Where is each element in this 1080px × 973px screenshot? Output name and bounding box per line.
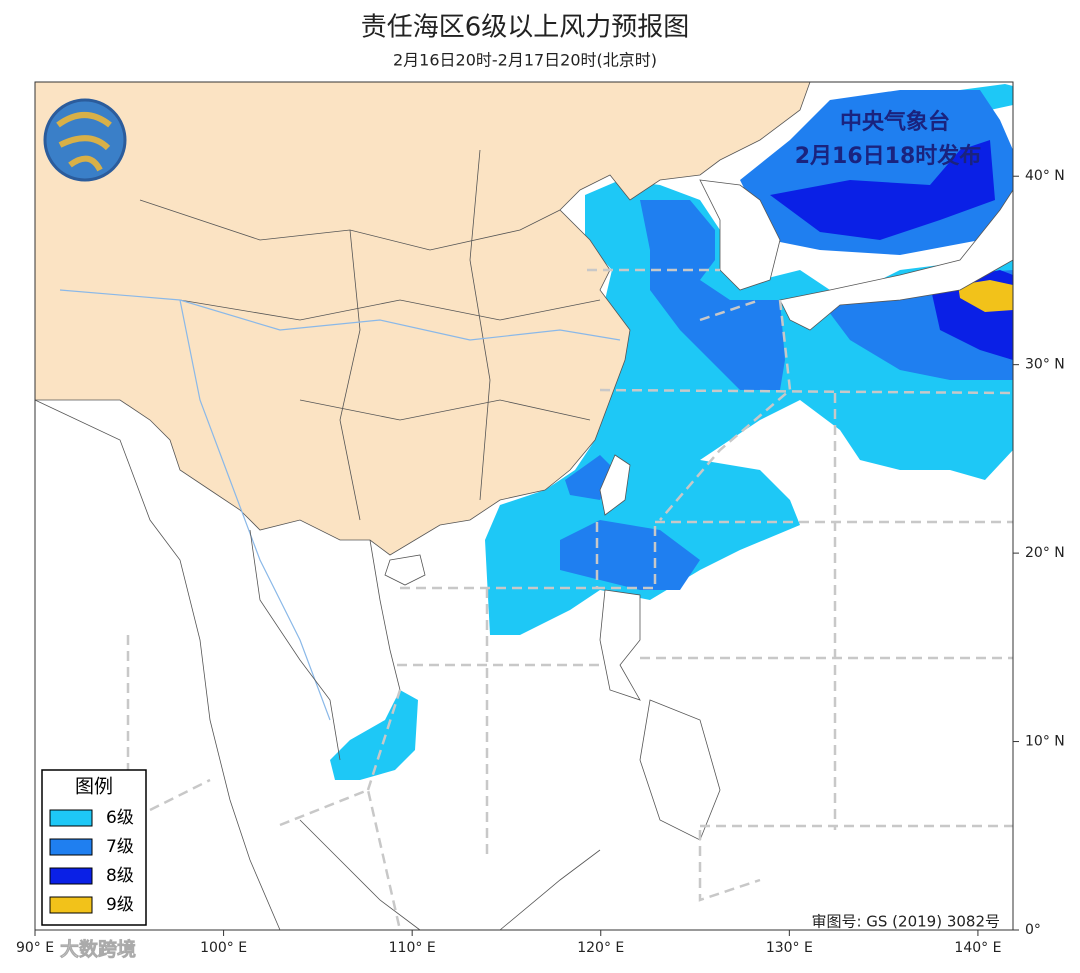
legend-swatch — [49, 838, 93, 856]
province-lines — [139, 149, 601, 521]
x-tick-label: 100° E — [200, 940, 247, 956]
y-tick-label: 40° N — [1025, 168, 1065, 184]
review-number: 审图号: GS (2019) 3082号 — [811, 913, 1000, 931]
white-land — [384, 179, 1014, 841]
y-tick-label: 0° — [1025, 922, 1041, 938]
wind-zone — [560, 520, 700, 590]
legend-label: 8级 — [106, 866, 134, 886]
x-tick-label: 120° E — [577, 940, 624, 956]
wind-zone — [770, 140, 995, 240]
china-land — [34, 81, 811, 556]
legend-label: 6级 — [106, 808, 134, 828]
wind-zone — [640, 200, 785, 390]
legend-title: 图例 — [75, 776, 113, 798]
x-tick-label: 140° E — [954, 940, 1001, 956]
boundary-lines — [126, 268, 1014, 931]
x-tick-label: 110° E — [389, 940, 436, 956]
x-tick-label: 90° E — [16, 940, 54, 956]
wind-zone — [330, 690, 418, 780]
country-lines — [34, 399, 601, 931]
y-tick-label: 20° N — [1025, 545, 1065, 561]
y-tick-label: 30° N — [1025, 357, 1065, 373]
legend-swatch — [49, 809, 93, 827]
issuer: 中央气象台 — [840, 109, 950, 135]
legend-swatch — [49, 896, 93, 914]
legend: 图例 6级 7级 8级 9级 — [41, 769, 147, 926]
legend-swatch — [49, 867, 93, 885]
river — [59, 289, 621, 721]
title: 责任海区6级以上风力预报图 — [361, 13, 690, 43]
legend-label: 7级 — [106, 837, 134, 857]
y-tick-label: 10° N — [1025, 734, 1065, 750]
legend-label: 9级 — [106, 895, 134, 915]
watermark: 大数跨境 — [60, 938, 136, 961]
wind-zone — [958, 280, 1013, 312]
logo — [43, 98, 127, 182]
x-tick-label: 130° E — [766, 940, 813, 956]
subtitle: 2月16日20时-2月17日20时(北京时) — [393, 51, 657, 70]
map-frame — [34, 81, 1014, 931]
issue-time: 2月16日18时发布 — [795, 143, 982, 169]
